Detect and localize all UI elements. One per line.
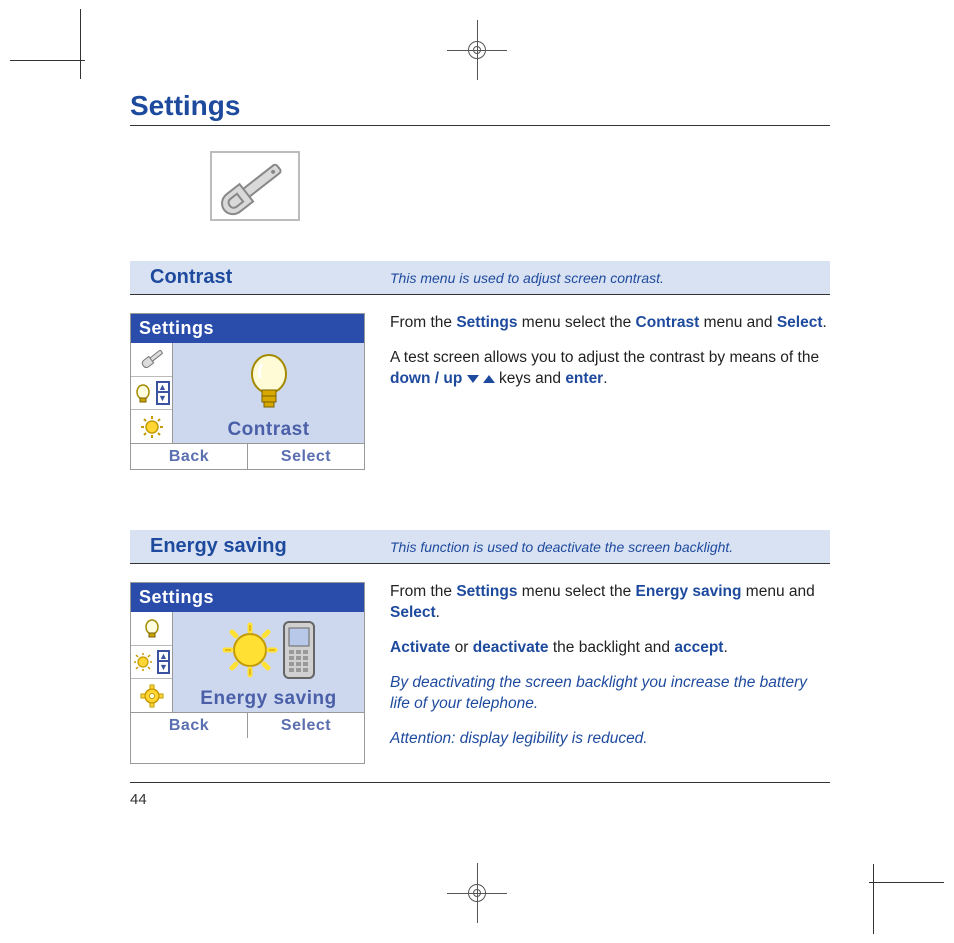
bulb-mini-row: ▲▼ [131,377,172,411]
page-number: 44 [130,791,830,808]
page-title: Settings [130,90,830,126]
italic-text: By deactivating the screen backlight you… [390,674,807,712]
softkey-select[interactable]: Select [248,444,364,469]
bulb-mini-icon [131,612,172,646]
text: the backlight and [549,639,675,656]
crop-mark-bottom [457,873,497,913]
text: menu select the [517,314,635,331]
text: . [823,314,827,331]
up-arrow-icon [483,375,495,383]
trim-mark [10,60,85,61]
bold-text: Contrast [636,314,700,331]
italic-text: Attention: display legibility is reduced… [390,730,648,747]
page-content: Settings Contrast This menu is used to a… [130,90,830,808]
section-text-contrast: From the Settings menu select the Contra… [390,313,830,470]
wrench-mini-icon [131,343,172,377]
sun-mini-row: ▲▼ [131,646,172,680]
text: . [603,370,607,387]
bold-text: Energy saving [636,583,742,600]
text: menu and [742,583,815,600]
screen-main-label: Contrast [227,419,309,441]
screen-main-label: Energy saving [200,688,336,710]
text: keys and [499,370,565,387]
screen-title: Settings [131,583,364,612]
text: . [723,639,727,656]
bold-text: accept [674,639,723,656]
phone-screen-energy: Settings ▲▼ [130,582,365,764]
trim-mark [80,9,81,79]
bold-text: Settings [456,583,517,600]
softkey-back[interactable]: Back [131,713,248,738]
page-rule [130,782,830,783]
text: From the [390,314,456,331]
gear-mini-icon [131,679,172,712]
section-title: Energy saving [130,535,390,558]
trim-mark [873,864,874,934]
up-down-icon: ▲▼ [156,381,170,405]
down-arrow-icon [467,375,479,383]
bold-text: Select [390,604,436,621]
text: A test screen allows you to adjust the c… [390,349,819,366]
energy-large-icon [222,612,316,688]
text: . [436,604,440,621]
bold-text: Select [777,314,823,331]
section-header-contrast: Contrast This menu is used to adjust scr… [130,261,830,295]
section-body-contrast: Settings ▲▼ [130,313,830,470]
trim-mark [869,882,944,883]
phone-screen-contrast: Settings ▲▼ [130,313,365,470]
bold-text: Settings [456,314,517,331]
crop-mark-top [457,30,497,70]
text: menu select the [517,583,635,600]
section-description: This menu is used to adjust screen contr… [390,270,830,286]
sun-mini-icon [131,410,172,443]
bold-text: deactivate [473,639,549,656]
section-title: Contrast [130,266,390,289]
phone-icon [282,620,316,680]
softkey-select[interactable]: Select [248,713,364,738]
bold-text: down / up [390,370,462,387]
text: menu and [699,314,777,331]
section-text-energy: From the Settings menu select the Energy… [390,582,830,764]
text: or [450,639,472,656]
text: From the [390,583,456,600]
section-header-energy: Energy saving This function is used to d… [130,530,830,564]
bold-text: enter [565,370,603,387]
sun-mini-icon [133,652,153,672]
section-description: This function is used to deactivate the … [390,539,830,555]
softkey-back[interactable]: Back [131,444,248,469]
up-down-icon: ▲▼ [157,650,170,674]
bulb-mini-icon [134,382,152,404]
bulb-large-icon [244,343,294,419]
wrench-icon [210,151,830,226]
screen-title: Settings [131,314,364,343]
section-body-energy: Settings ▲▼ [130,582,830,764]
bold-text: Activate [390,639,450,656]
